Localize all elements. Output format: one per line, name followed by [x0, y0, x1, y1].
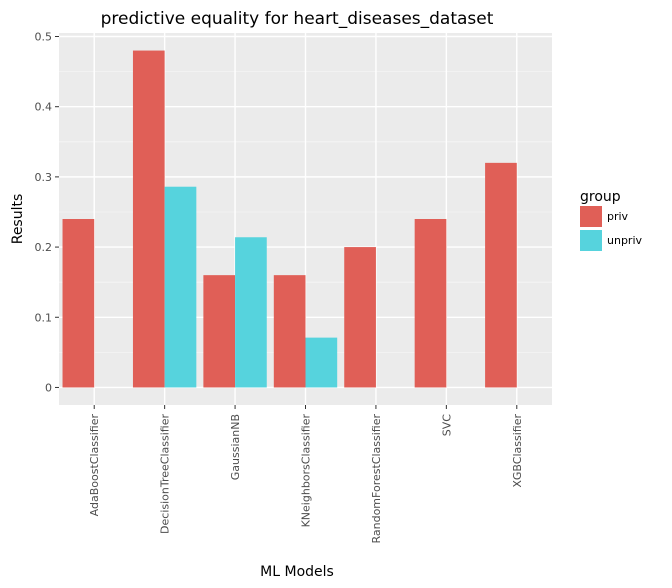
x-tick-label: KNeighborsClassifier [300, 414, 313, 528]
bar-unpriv [164, 186, 197, 388]
x-axis: AdaBoostClassifier DecisionTreeClassifier… [88, 405, 524, 544]
legend-title: group [580, 189, 621, 205]
bar-priv [344, 247, 376, 388]
bar-unpriv [305, 337, 338, 388]
bar-priv [62, 219, 95, 388]
x-tick-label: XGBClassifier [511, 414, 524, 488]
legend-label-priv: priv [607, 210, 629, 223]
y-tick-label: 0.4 [35, 101, 53, 114]
y-axis: 0 0.1 0.2 0.3 0.4 0.5 [35, 31, 59, 394]
legend-key-priv [580, 206, 602, 227]
bar-unpriv [235, 237, 267, 388]
legend: group priv unpriv [580, 189, 643, 251]
x-axis-title: ML Models [260, 564, 334, 580]
x-tick-label: GaussianNB [229, 414, 242, 480]
y-tick-label: 0.5 [35, 31, 53, 44]
legend-key-unpriv [580, 230, 602, 251]
y-axis-title: Results [10, 194, 26, 245]
y-tick-label: 0.1 [35, 311, 53, 324]
bars [62, 50, 517, 388]
x-tick-label: SVC [440, 414, 453, 437]
y-tick-label: 0 [45, 381, 52, 394]
bar-priv [485, 162, 517, 388]
x-tick-label: AdaBoostClassifier [88, 414, 101, 517]
chart-title: predictive equality for heart_diseases_d… [101, 9, 494, 29]
bar-priv [203, 275, 236, 388]
bar-priv [132, 50, 165, 388]
x-tick-label: DecisionTreeClassifier [159, 414, 172, 534]
y-tick-label: 0.3 [35, 171, 53, 184]
x-tick-label: RandomForestClassifier [370, 414, 383, 544]
legend-label-unpriv: unpriv [607, 234, 643, 247]
bar-priv [414, 219, 447, 388]
y-tick-label: 0.2 [35, 241, 53, 254]
bar-priv [273, 275, 306, 388]
